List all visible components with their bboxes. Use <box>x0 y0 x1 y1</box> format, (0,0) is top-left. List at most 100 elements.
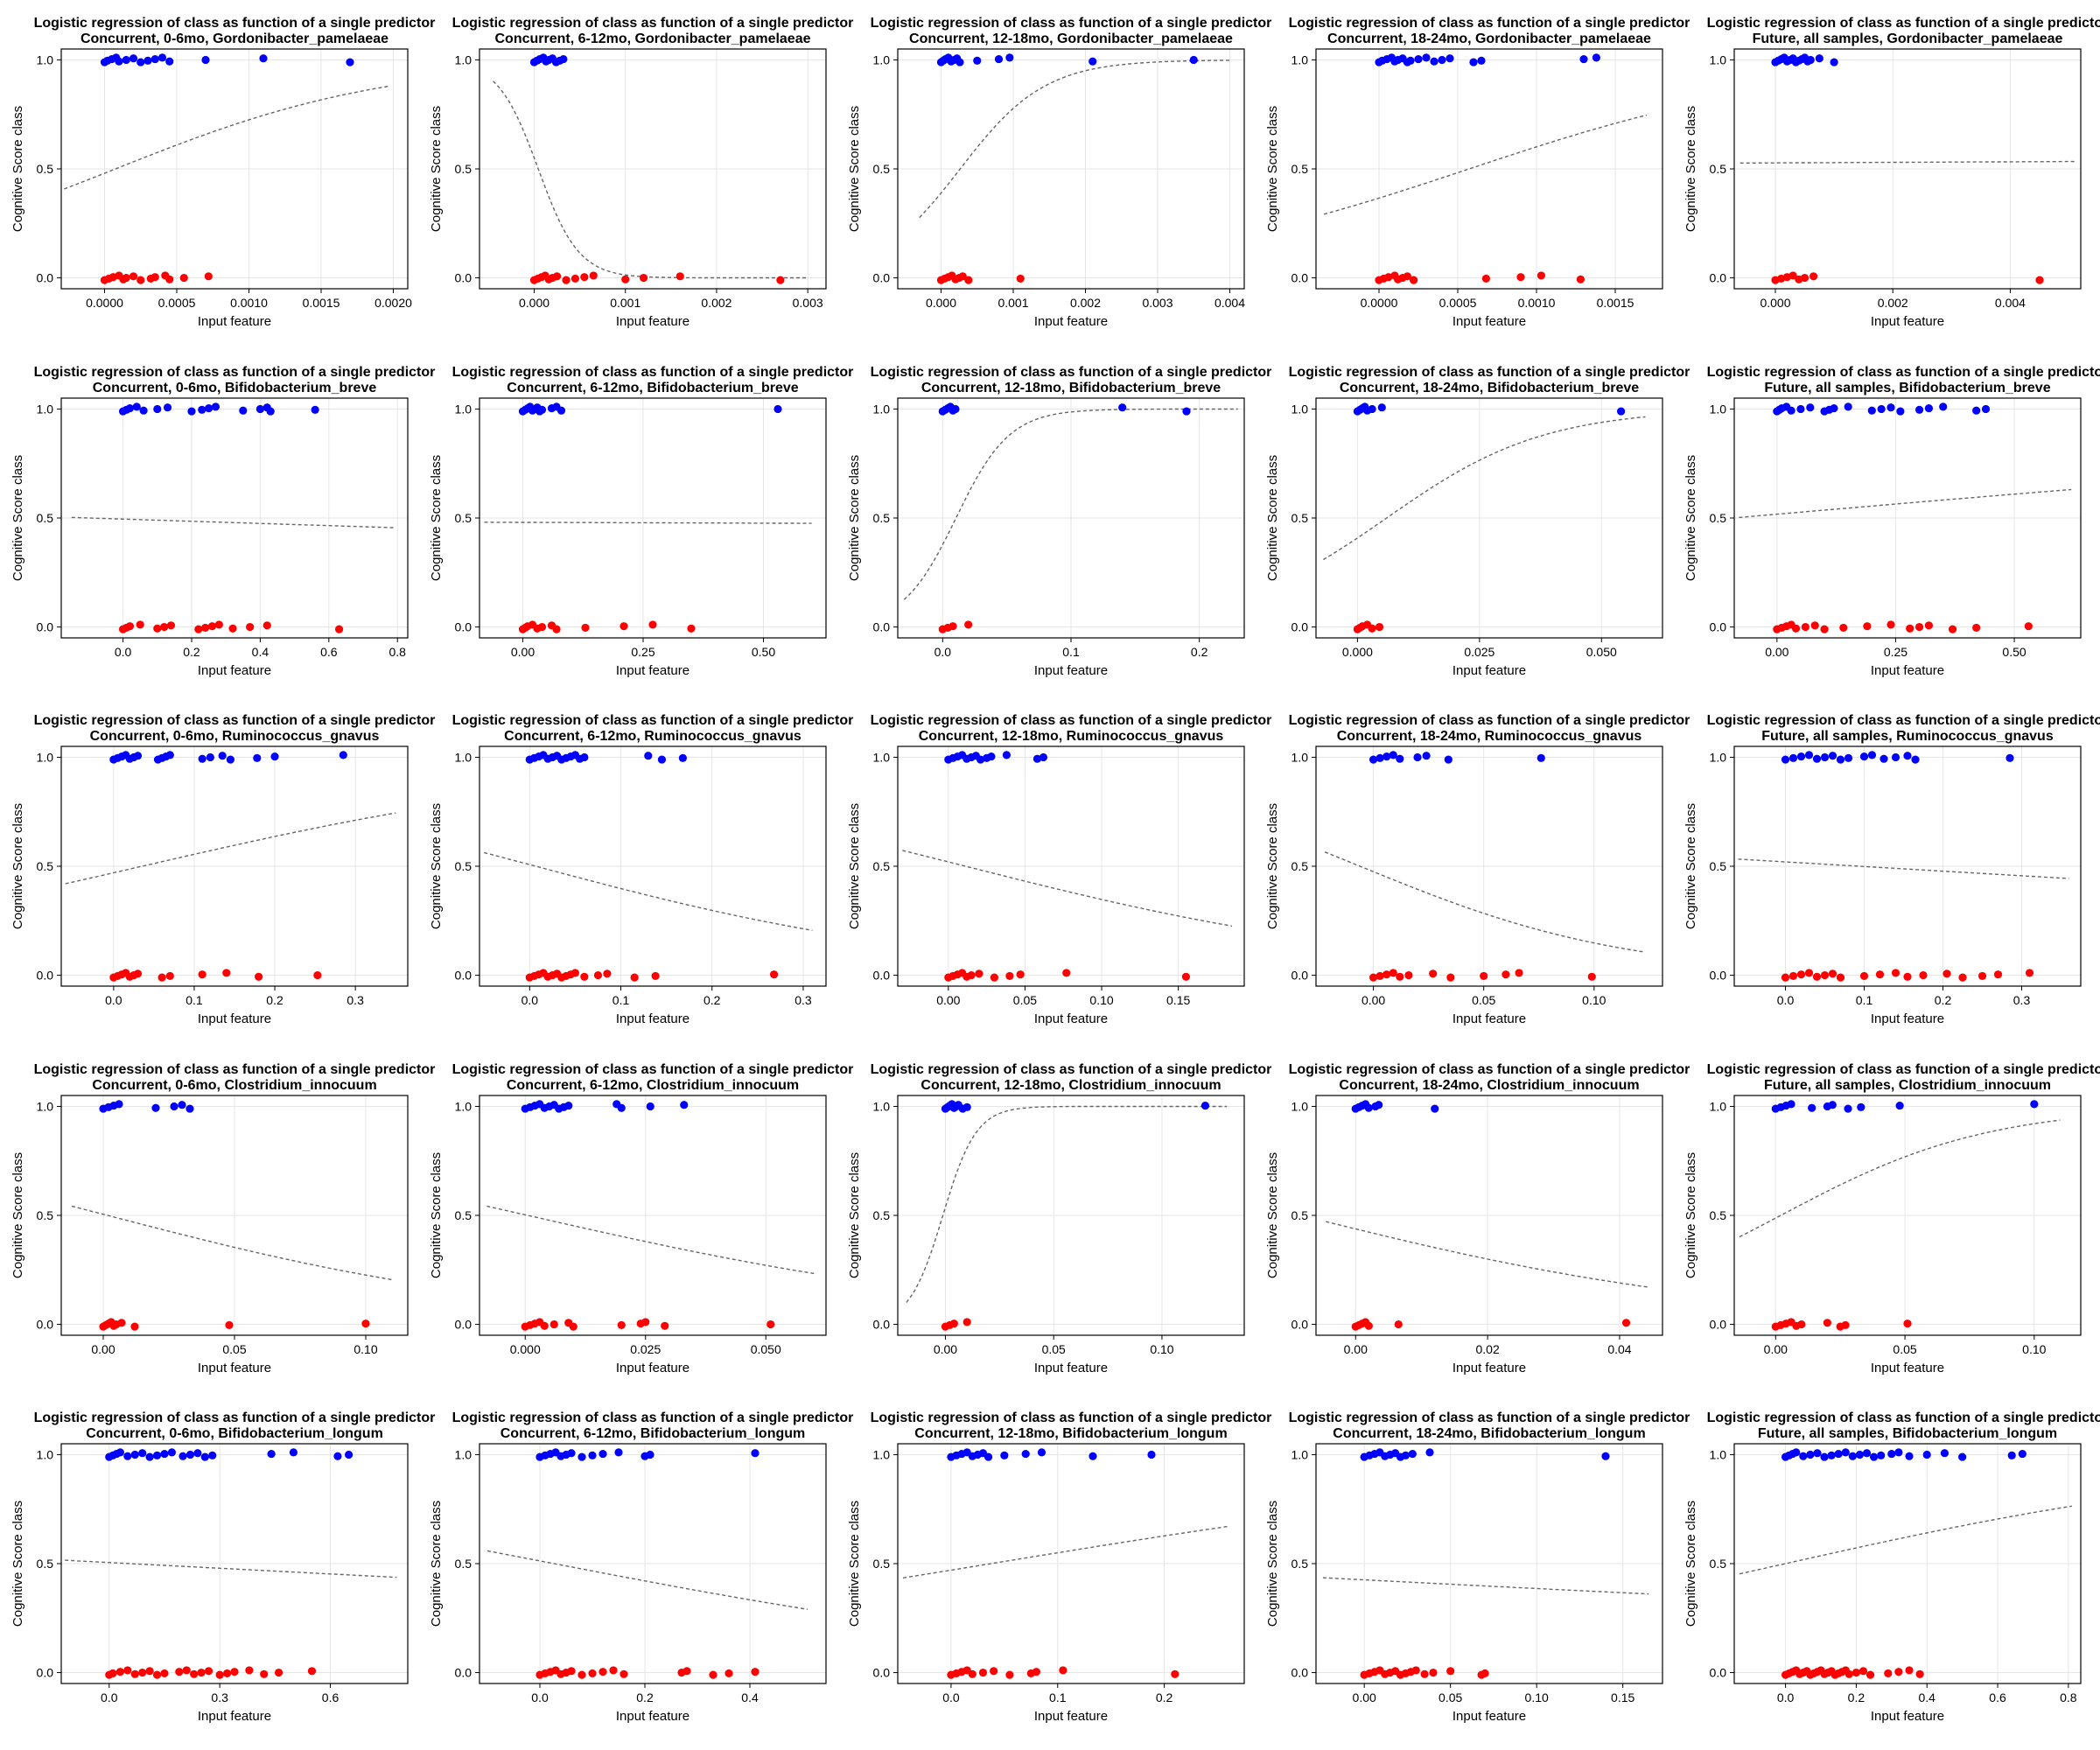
chart-subtitle: Concurrent, 6-12mo, Bifidobacterium_brev… <box>507 381 799 396</box>
class-0-point <box>201 623 210 633</box>
class-0-point <box>687 624 696 633</box>
y-tick-label: 0.0 <box>873 969 891 983</box>
class-0-point <box>617 1320 626 1330</box>
class-1-point <box>115 1100 123 1109</box>
class-1-point <box>1820 752 1830 762</box>
class-0-point <box>1841 1320 1850 1330</box>
class-0-point <box>214 620 223 629</box>
x-tick-label: 0.00 <box>936 993 960 1007</box>
x-tick-label: 0.003 <box>793 296 823 310</box>
class-1-point <box>1808 1103 1816 1112</box>
class-1-point <box>116 1448 125 1457</box>
y-tick-label: 1.0 <box>873 1447 891 1461</box>
chart-panel: Logistic regression of class as function… <box>847 1062 1271 1376</box>
x-tick-label: 0.0005 <box>158 296 196 310</box>
gridlines <box>1316 398 1662 638</box>
class-1-point <box>1981 404 1991 414</box>
class-0-point <box>1859 971 1869 981</box>
class-1-point <box>204 403 214 413</box>
logistic-fit-curve <box>486 1550 808 1610</box>
x-tick-label: 0.10 <box>2022 1342 2046 1356</box>
y-tick-label: 0.0 <box>1710 1666 1727 1680</box>
class-0-point <box>246 622 255 632</box>
class-0-point <box>1032 1668 1040 1676</box>
class-1-point <box>186 1104 194 1113</box>
x-tick-label: 0.00 <box>1344 1342 1368 1356</box>
x-tick-label: 0.50 <box>2002 645 2026 659</box>
x-tick-label: 0.4 <box>1918 1690 1936 1704</box>
chart-title: Logistic regression of class as function… <box>1707 1410 2100 1425</box>
logistic-fit-curve <box>1739 1505 2073 1575</box>
chart-panel: Logistic regression of class as function… <box>1684 713 2100 1026</box>
x-tick-label: 0.0000 <box>1361 296 1398 310</box>
class-0-point <box>569 1322 578 1331</box>
x-tick-label: 0.00 <box>934 1342 957 1356</box>
chart-subtitle: Concurrent, 6-12mo, Ruminococcus_gnavus <box>504 729 802 744</box>
class-1-point <box>984 1452 993 1461</box>
x-tick-label: 0.0 <box>115 645 132 659</box>
x-tick-label: 0.15 <box>1166 993 1190 1007</box>
class-0-point <box>179 273 188 283</box>
class-1-point <box>1867 406 1876 415</box>
class-1-point <box>1887 1449 1896 1459</box>
logistic-fit-curve <box>1322 1577 1649 1595</box>
logistic-fit-curve <box>1738 858 2069 879</box>
class-1-point <box>344 1450 354 1460</box>
x-tick-label: 0.00 <box>511 645 535 659</box>
logistic-fit-curve <box>906 1105 1228 1303</box>
class-0-point <box>158 973 166 982</box>
class-0-point <box>751 1668 760 1676</box>
chart-panel: Logistic regression of class as function… <box>847 713 1271 1026</box>
y-axis-label: Cognitive Score class <box>429 1152 444 1278</box>
class-0-point <box>313 970 322 980</box>
chart-panel: Logistic regression of class as function… <box>1265 16 1690 329</box>
chart-subtitle: Future, all samples, Gordonibacter_pamel… <box>1753 32 2063 46</box>
class-0-point <box>138 1668 147 1677</box>
class-0-point <box>361 1320 370 1328</box>
class-0-point <box>962 1318 971 1326</box>
class-1-point <box>1815 54 1824 63</box>
class-0-point <box>245 1666 254 1675</box>
class-1-point <box>956 58 964 66</box>
y-axis-label: Cognitive Score class <box>429 106 444 232</box>
class-1-point <box>751 1449 760 1458</box>
chart-panel: Logistic regression of class as function… <box>1265 1062 1690 1376</box>
x-tick-label: 0.00 <box>91 1342 115 1356</box>
class-1-point <box>1806 55 1815 65</box>
gridlines <box>1734 398 2081 638</box>
class-0-point <box>1005 1670 1014 1679</box>
x-axis-label: Input feature <box>1034 1361 1108 1376</box>
chart-title: Logistic regression of class as function… <box>452 1062 854 1077</box>
class-0-point <box>1429 970 1438 978</box>
class-0-point <box>1515 969 1523 977</box>
y-tick-label: 0.5 <box>1710 1208 1727 1222</box>
logistic-fit-curve <box>493 80 808 279</box>
class-1-point <box>226 755 234 764</box>
class-1-point <box>1841 1448 1850 1457</box>
y-axis-label: Cognitive Score class <box>10 803 25 929</box>
class-0-point <box>1621 1319 1631 1327</box>
x-tick-label: 0.15 <box>1611 1690 1634 1704</box>
class-1-point <box>646 1102 654 1111</box>
y-tick-label: 0.5 <box>1292 1557 1309 1571</box>
class-1-point <box>1414 54 1423 64</box>
gridlines <box>898 49 1244 289</box>
class-1-point <box>208 1451 217 1460</box>
x-tick-label: 0.2 <box>1848 1690 1866 1704</box>
gridlines <box>61 1096 408 1335</box>
x-tick-label: 0.1 <box>1062 645 1080 659</box>
class-0-point <box>197 1668 206 1677</box>
class-1-point <box>556 406 566 415</box>
class-0-point <box>274 1668 284 1677</box>
class-1-point <box>1401 1451 1410 1460</box>
class-0-point <box>262 621 271 630</box>
class-0-point <box>255 972 263 981</box>
class-0-point <box>1364 1321 1373 1330</box>
class-0-point <box>967 970 976 980</box>
logistic-fit-curve <box>484 851 813 931</box>
x-tick-label: 0.004 <box>1995 296 2026 310</box>
logistic-fit-curve <box>1326 1221 1650 1288</box>
y-tick-label: 1.0 <box>873 1099 891 1113</box>
y-tick-label: 1.0 <box>1710 750 1727 764</box>
